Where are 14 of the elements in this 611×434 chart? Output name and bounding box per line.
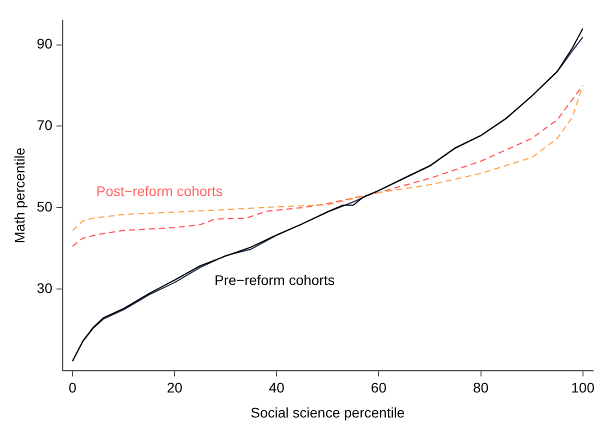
y-tick-label: 30: [36, 280, 53, 296]
y-tick-label: 50: [36, 198, 53, 214]
x-tick-label: 40: [268, 380, 285, 396]
annotation: Post−reform cohorts: [96, 182, 223, 199]
x-axis-title: Social science percentile: [250, 404, 405, 420]
annotation: Pre−reform cohorts: [214, 272, 335, 288]
y-tick-label: 90: [36, 36, 53, 52]
y-axis-title: Math percentile: [11, 147, 28, 244]
x-tick-label: 0: [68, 380, 77, 396]
x-tick-label: 80: [472, 380, 489, 396]
x-tick-label: 60: [370, 380, 387, 396]
y-tick-label: 70: [36, 117, 53, 134]
x-tick-label: 100: [571, 380, 595, 396]
x-tick-label: 20: [166, 380, 183, 396]
